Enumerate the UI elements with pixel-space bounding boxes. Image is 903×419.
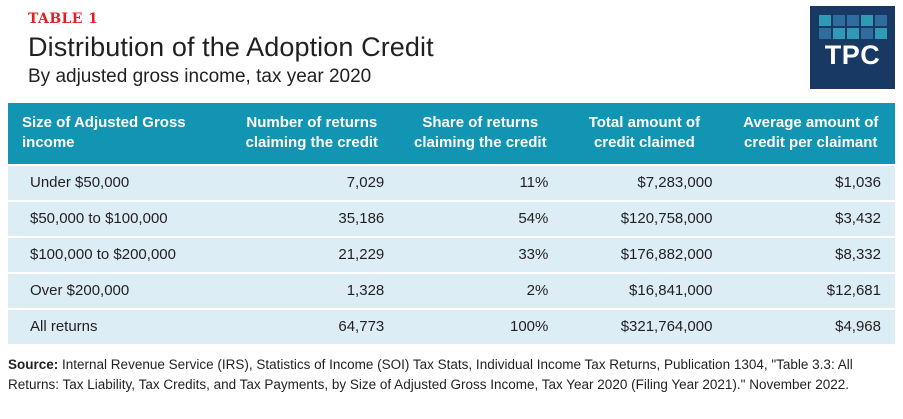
table-cell: 11% bbox=[398, 165, 563, 200]
table-cell: 7,029 bbox=[225, 165, 399, 200]
table-cell: $3,432 bbox=[726, 201, 895, 236]
logo-square bbox=[860, 28, 873, 39]
source-note: Source: Internal Revenue Service (IRS), … bbox=[8, 355, 895, 396]
table-cell: $12,681 bbox=[726, 273, 895, 308]
table-row: $50,000 to $100,000 35,186 54% $120,758,000… bbox=[8, 201, 895, 236]
table-body: Under $50,000 7,029 11% $7,283,000 $1,036 $50… bbox=[8, 165, 895, 344]
table-cell: $321,764,000 bbox=[562, 309, 727, 344]
table-row: Over $200,000 1,328 2% $16,841,000 $12,681 bbox=[8, 273, 895, 308]
table-cell: 2% bbox=[398, 273, 563, 308]
logo-square bbox=[818, 15, 831, 26]
column-header: Number of returns claiming the credit bbox=[225, 103, 399, 164]
table-header-row: Size of Adjusted Gross income Number of r… bbox=[8, 103, 895, 164]
table-cell: $50,000 to $100,000 bbox=[8, 201, 226, 236]
table-row: All returns 64,773 100% $321,764,000 $4,968 bbox=[8, 309, 895, 344]
source-text: Internal Revenue Service (IRS), Statisti… bbox=[8, 356, 853, 392]
column-header: Total amount of credit claimed bbox=[562, 103, 727, 164]
table-cell: All returns bbox=[8, 309, 226, 344]
column-header: Size of Adjusted Gross income bbox=[8, 103, 226, 164]
table-cell: 64,773 bbox=[225, 309, 399, 344]
table-cell: $16,841,000 bbox=[562, 273, 727, 308]
tpc-logo-squares-icon bbox=[818, 15, 887, 39]
table-cell: Under $50,000 bbox=[8, 165, 226, 200]
title-block: TABLE 1 Distribution of the Adoption Cre… bbox=[0, 0, 903, 88]
logo-square bbox=[846, 15, 859, 26]
tpc-logo: TPC bbox=[810, 6, 895, 89]
table-cell: $8,332 bbox=[726, 237, 895, 272]
column-header: Share of returns claiming the credit bbox=[398, 103, 563, 164]
logo-square bbox=[846, 28, 859, 39]
logo-square bbox=[832, 28, 845, 39]
table-cell: 100% bbox=[398, 309, 563, 344]
table-cell: $1,036 bbox=[726, 165, 895, 200]
logo-square bbox=[874, 15, 887, 26]
logo-square bbox=[818, 28, 831, 39]
table-cell: $4,968 bbox=[726, 309, 895, 344]
data-table-wrap: Size of Adjusted Gross income Number of r… bbox=[8, 101, 895, 346]
page-subtitle: By adjusted gross income, tax year 2020 bbox=[28, 66, 372, 87]
table-cell: $176,882,000 bbox=[562, 237, 727, 272]
logo-square bbox=[832, 15, 845, 26]
table-cell: 33% bbox=[398, 237, 563, 272]
table-cell: 1,328 bbox=[225, 273, 399, 308]
table-cell: $100,000 to $200,000 bbox=[8, 237, 226, 272]
logo-square bbox=[874, 28, 887, 39]
table-cell: 21,229 bbox=[225, 237, 399, 272]
table-cell: $7,283,000 bbox=[562, 165, 727, 200]
column-header: Average amount of credit per claimant bbox=[726, 103, 895, 164]
tpc-logo-text: TPC bbox=[824, 40, 881, 70]
logo-square bbox=[860, 15, 873, 26]
table-cell: 35,186 bbox=[225, 201, 399, 236]
table-cell: 54% bbox=[398, 201, 563, 236]
table-label: TABLE 1 bbox=[28, 11, 99, 27]
data-table: Size of Adjusted Gross income Number of r… bbox=[8, 101, 895, 346]
table-cell: $120,758,000 bbox=[562, 201, 727, 236]
page-title: Distribution of the Adoption Credit bbox=[28, 32, 434, 62]
source-label: Source: bbox=[8, 356, 59, 372]
table-row: Under $50,000 7,029 11% $7,283,000 $1,036 bbox=[8, 165, 895, 200]
table-row: $100,000 to $200,000 21,229 33% $176,882,00… bbox=[8, 237, 895, 272]
table-cell: Over $200,000 bbox=[8, 273, 226, 308]
